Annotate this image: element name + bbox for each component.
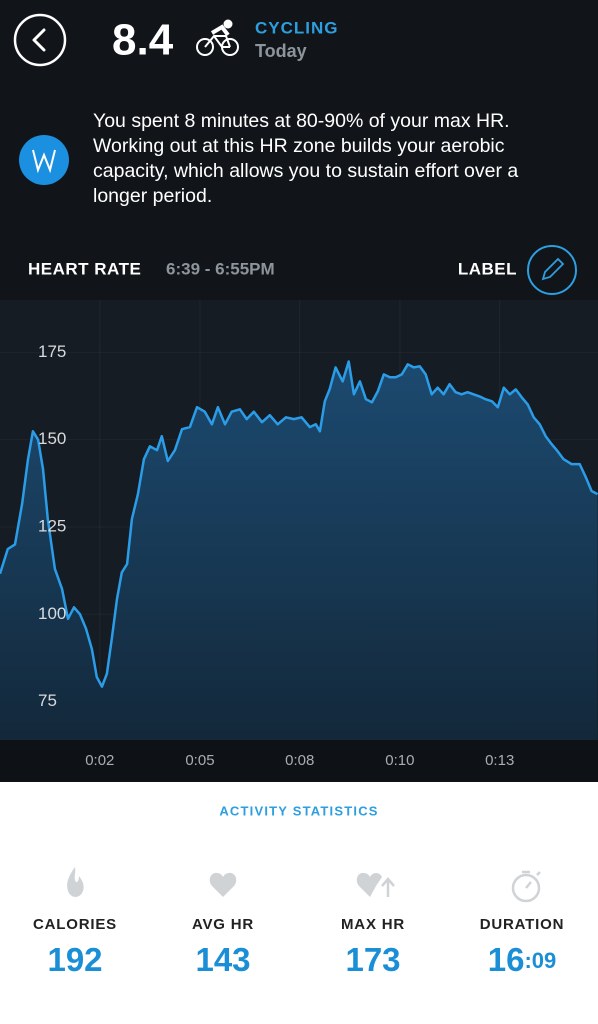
edit-label-button[interactable] xyxy=(527,245,577,295)
stat-value-main: 143 xyxy=(195,941,250,978)
x-tick-label: 0:13 xyxy=(485,752,514,769)
max-heart-icon xyxy=(356,872,382,897)
stat-value: 192 xyxy=(47,941,102,978)
arrow-up-icon xyxy=(381,877,395,897)
chart-title: HEART RATE xyxy=(28,259,141,278)
hr-area xyxy=(0,361,598,740)
y-tick-label: 75 xyxy=(38,691,57,710)
statistics: CALORIES 192 AVG HR 143 MAX HR 173 DURATION 16:… xyxy=(33,916,564,978)
heart-icon xyxy=(209,872,237,897)
stat-label: DURATION xyxy=(480,916,564,933)
x-axis-band xyxy=(0,740,598,782)
stat-value: 173 xyxy=(345,941,400,978)
x-tick-label: 0:02 xyxy=(85,752,114,769)
stat-value-main: 192 xyxy=(47,941,102,978)
y-tick-label: 100 xyxy=(38,604,66,623)
stat-value-main: 16 xyxy=(488,941,525,978)
coach-message: You spent 8 minutes at 80-90% of your ma… xyxy=(93,110,519,207)
hr-line xyxy=(0,360,598,688)
label-button-text[interactable]: LABEL xyxy=(458,259,517,278)
statistics-title: ACTIVITY STATISTICS xyxy=(219,803,378,818)
activity-date: Today xyxy=(255,41,307,61)
stat-value: 16:09 xyxy=(488,941,557,978)
heart-rate-chart: 0:02 0:05 0:08 0:10 0:13 75 100 125 150 175 xyxy=(0,300,598,769)
calories-icon xyxy=(67,867,84,897)
bike-icon xyxy=(196,19,239,56)
stat-label: CALORIES xyxy=(33,916,117,933)
stat-value: 143 xyxy=(195,941,250,978)
x-tick-label: 0:08 xyxy=(285,752,314,769)
stat-label: MAX HR xyxy=(341,916,405,933)
time-range: 6:39 - 6:55PM xyxy=(166,259,275,278)
stat-value-main: 173 xyxy=(345,941,400,978)
stopwatch-icon xyxy=(511,870,541,903)
activity-type: CYCLING xyxy=(255,18,339,37)
x-tick-label: 0:10 xyxy=(385,752,414,769)
stat-label: AVG HR xyxy=(192,916,254,933)
stat-value-suffix: :09 xyxy=(524,948,556,973)
back-button[interactable] xyxy=(13,13,67,67)
stat-icons xyxy=(67,867,541,903)
x-tick-label: 0:05 xyxy=(185,752,214,769)
y-tick-label: 150 xyxy=(38,429,66,448)
y-tick-label: 175 xyxy=(38,342,66,361)
y-tick-label: 125 xyxy=(38,516,66,535)
score: 8.4 xyxy=(112,16,174,65)
coach-icon xyxy=(19,135,69,185)
